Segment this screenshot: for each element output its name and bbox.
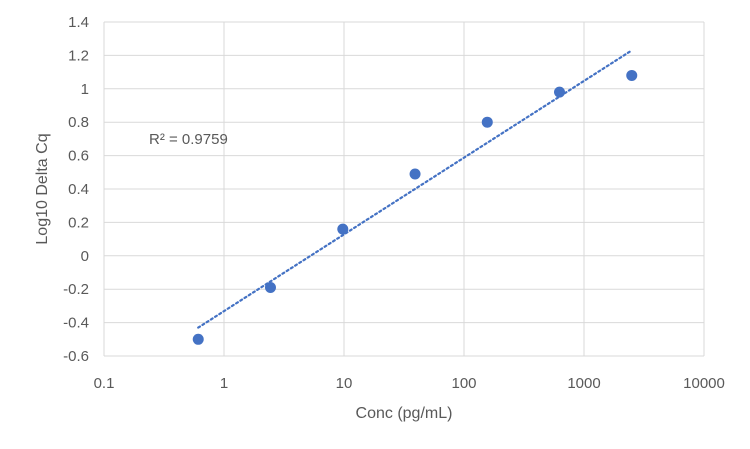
- y-tick-label: 0: [81, 248, 89, 265]
- data-point: [481, 116, 493, 128]
- x-tick-label: 10: [336, 375, 353, 392]
- x-tick-labels: 0.1 1 10 100 1000 10000: [94, 375, 725, 392]
- y-tick-label: 1.2: [68, 47, 89, 64]
- y-tick-labels: -0.6 -0.4 -0.2 0 0.2 0.4 0.6 0.8 1 1.2 1.4: [63, 14, 89, 365]
- data-points: [192, 69, 638, 345]
- y-tick-label: 1.4: [68, 14, 89, 31]
- x-tick-label: 0.1: [94, 375, 115, 392]
- data-point: [554, 86, 566, 98]
- x-tick-label: 1000: [567, 375, 600, 392]
- y-tick-label: -0.6: [63, 348, 89, 365]
- data-point: [337, 223, 349, 235]
- x-axis-title: Conc (pg/mL): [356, 405, 453, 422]
- y-tick-label: 0.2: [68, 214, 89, 231]
- grid: [103, 21, 705, 357]
- y-tick-label: 0.6: [68, 148, 89, 165]
- x-tick-label: 10000: [683, 375, 725, 392]
- r-squared-annotation: R² = 0.9759: [149, 131, 228, 148]
- data-point: [192, 333, 204, 345]
- data-point: [264, 282, 276, 294]
- y-tick-label: 1: [81, 81, 89, 98]
- x-tick-label: 1: [220, 375, 228, 392]
- y-axis-title: Log10 Delta Cq: [34, 133, 51, 244]
- y-tick-label: -0.4: [63, 315, 89, 332]
- data-point: [409, 168, 421, 180]
- y-tick-label: 0.8: [68, 114, 89, 131]
- x-tick-label: 100: [451, 375, 476, 392]
- data-point: [626, 69, 638, 81]
- y-tick-label: -0.2: [63, 281, 89, 298]
- trendline: [197, 49, 633, 329]
- trendline-group: [197, 49, 633, 329]
- y-tick-label: 0.4: [68, 181, 89, 198]
